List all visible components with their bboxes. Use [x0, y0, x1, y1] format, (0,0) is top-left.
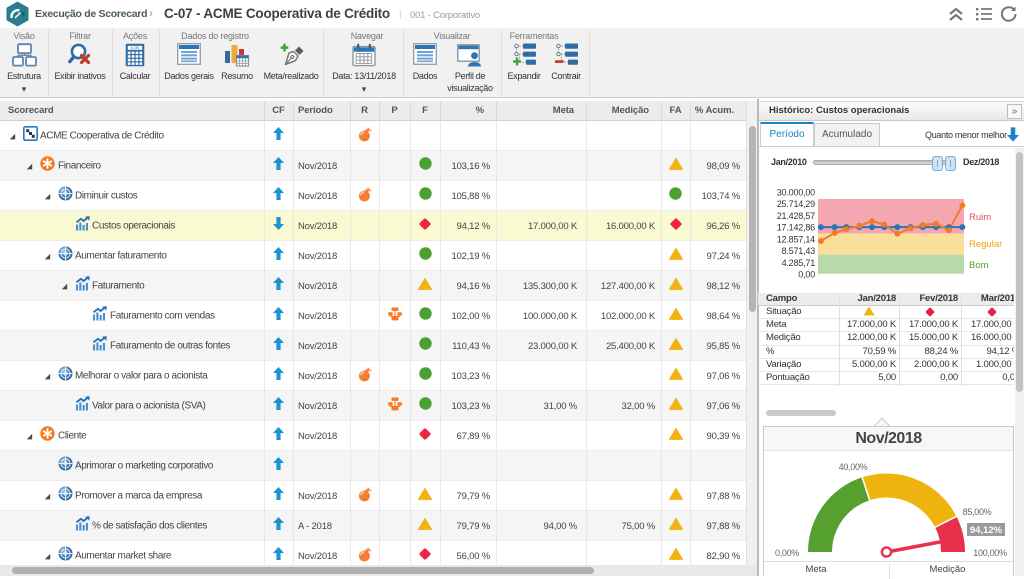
svg-text:85,00%: 85,00%: [963, 507, 992, 517]
svg-text:25.714,29: 25.714,29: [777, 199, 815, 209]
svg-text:40,00%: 40,00%: [839, 462, 868, 472]
svg-text:Regular: Regular: [969, 239, 1002, 250]
svg-text:6,789: 6,789: [131, 46, 140, 50]
svg-text:100,00%: 100,00%: [973, 548, 1007, 558]
svg-text:94,12%: 94,12%: [970, 525, 1003, 536]
svg-text:17.142,86: 17.142,86: [777, 223, 815, 233]
svg-text:8.571,43: 8.571,43: [782, 246, 816, 256]
svg-text:12.857,14: 12.857,14: [777, 234, 815, 244]
svg-text:0,00%: 0,00%: [775, 548, 799, 558]
svg-text:Bom: Bom: [969, 260, 989, 271]
svg-text:0,00: 0,00: [798, 270, 815, 280]
svg-text:4.285,71: 4.285,71: [782, 258, 816, 268]
svg-text:21.428,57: 21.428,57: [777, 211, 815, 221]
svg-text:30.000,00: 30.000,00: [777, 187, 815, 197]
svg-text:Ruim: Ruim: [969, 212, 991, 223]
